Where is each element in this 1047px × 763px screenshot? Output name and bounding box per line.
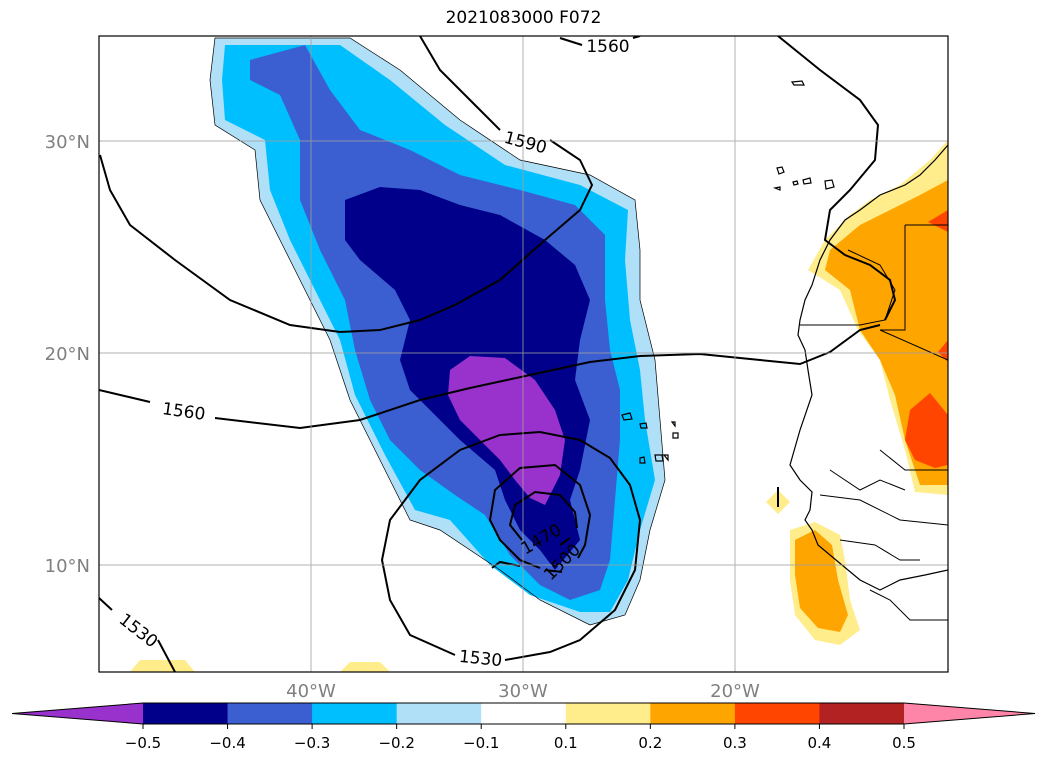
colorbar-tick-label: −0.4	[209, 734, 245, 752]
canary-islands	[772, 80, 835, 191]
lat-label: 20°N	[45, 344, 90, 365]
contour-label: 1560	[586, 37, 629, 57]
map-frame	[98, 35, 949, 673]
contour-1470	[508, 490, 578, 546]
contour-1560-top	[99, 36, 897, 334]
shade-yellow-bottom-left	[130, 660, 390, 672]
colorbar-tick-label: −0.3	[294, 734, 330, 752]
longitude-labels: 40°W 30°W 20°W	[286, 681, 760, 702]
colorbar-extend-left	[12, 703, 143, 724]
colorbar-tick-label: 0.2	[638, 734, 662, 752]
colorbar: −0.5 −0.4 −0.3 −0.2 −0.1 0.1 0.2 0.3 0.4 0.5	[11, 702, 1036, 752]
shade-orange-coast	[795, 530, 848, 632]
map-title: 2021083000 F072	[445, 8, 602, 28]
colorbar-segment	[650, 703, 736, 724]
colorbar-tick-label: 0.4	[808, 734, 832, 752]
colorbar-extend-right	[904, 703, 1035, 724]
shade-dark-orchid	[448, 356, 565, 505]
colorbar-tick-label: 0.1	[554, 734, 578, 752]
colorbar-tick-label: 0.5	[892, 734, 916, 752]
colorbar-segment	[143, 703, 229, 724]
colorbar-segment	[312, 703, 398, 724]
contour-1560-mid	[99, 324, 881, 430]
colorbar-segment	[819, 703, 905, 724]
map-layers	[99, 36, 948, 672]
colorbar-tick-label: −0.5	[125, 734, 161, 752]
lon-label: 40°W	[286, 681, 336, 702]
contour-label: 1530	[458, 647, 503, 671]
contour-1530	[99, 430, 642, 672]
africa-borders	[800, 224, 948, 621]
lon-label: 30°W	[498, 681, 548, 702]
colorbar-segment	[481, 703, 567, 724]
colorbar-tick-label: 0.3	[723, 734, 747, 752]
shade-orange-red-africa	[905, 210, 948, 468]
colorbar-segment	[565, 703, 651, 724]
plume-outline	[209, 37, 666, 626]
contour-1500	[488, 463, 592, 573]
lat-label: 30°N	[45, 132, 90, 153]
colorbar-segment	[227, 703, 313, 724]
colorbar-segment	[734, 703, 820, 724]
lon-label: 20°W	[710, 681, 760, 702]
colorbar-segment	[396, 703, 482, 724]
gridlines	[99, 36, 948, 672]
colorbar-tick-label: −0.1	[463, 734, 499, 752]
lat-label: 10°N	[45, 556, 90, 577]
cape-verde-islands	[621, 412, 679, 464]
colorbar-tick-label: −0.2	[378, 734, 414, 752]
latitude-labels: 30°N 20°N 10°N	[45, 132, 90, 577]
